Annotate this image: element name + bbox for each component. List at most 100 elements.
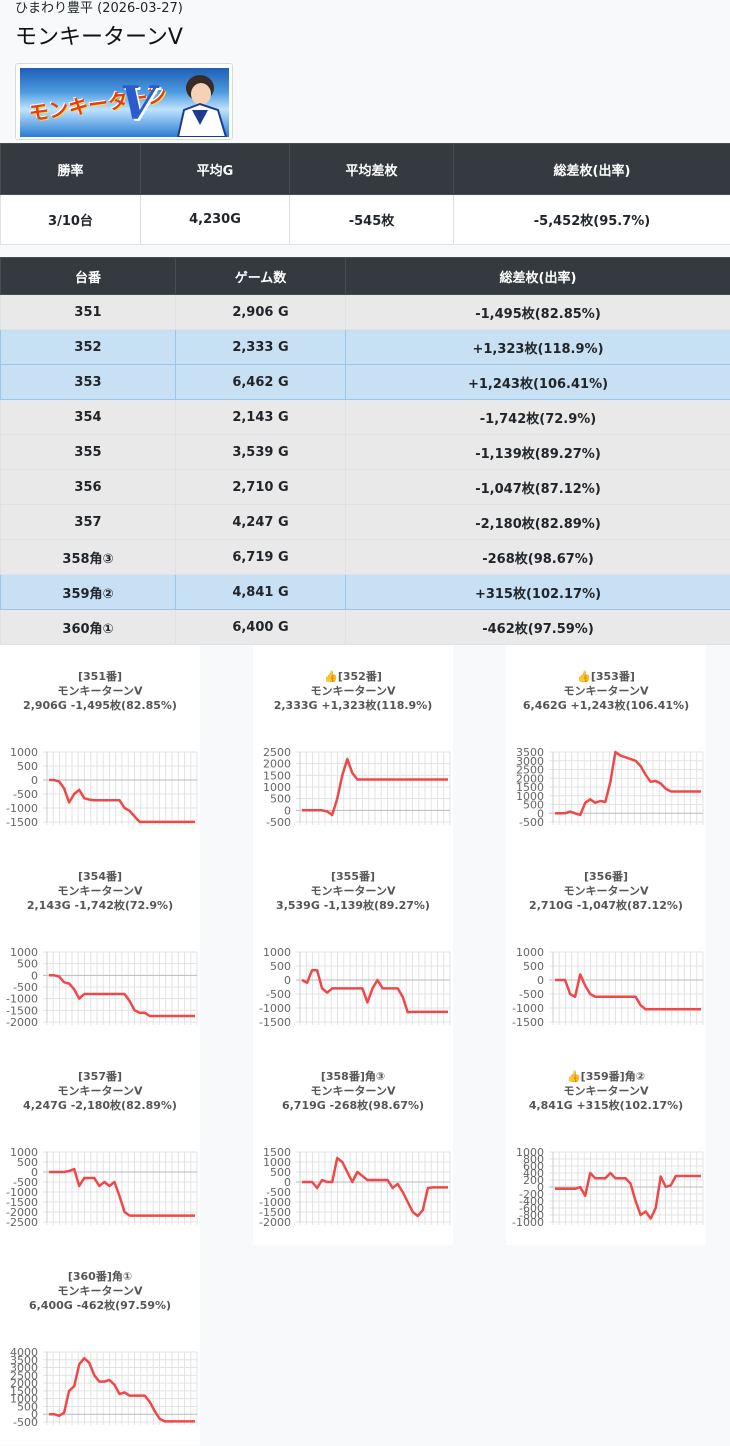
y-tick-label: 1000 [10, 746, 38, 759]
y-tick-label: 2000 [516, 772, 544, 785]
unit-chart: [356番] モンキーターンV 2,710G -1,047枚(87.12%) 1000… [506, 845, 706, 1045]
y-tick-label: 600 [523, 1160, 544, 1173]
chart-title-line: 2,710G -1,047枚(87.12%) [529, 898, 683, 912]
table-row[interactable]: 355 3,539 G -1,139枚(89.27%) [0, 434, 730, 470]
y-tick-label: 800 [523, 1153, 544, 1166]
machine-banner: モンキーターン V [15, 63, 233, 140]
banner-logo-v: V [120, 76, 156, 130]
cell-diff: -1,742枚(72.9%) [345, 399, 730, 435]
series-line [49, 1167, 195, 1217]
table-row[interactable]: 357 4,247 G -2,180枚(82.89%) [0, 504, 730, 540]
y-tick-label: -800 [519, 1209, 544, 1222]
cell-games: 2,333 G [175, 329, 346, 365]
cell-no: 359角② [0, 574, 176, 610]
table-row[interactable]: 354 2,143 G -1,742枚(72.9%) [0, 399, 730, 435]
cell-diff: -268枚(98.67%) [345, 539, 730, 575]
chart-title-line: 6,462G +1,243枚(106.41%) [523, 698, 689, 712]
y-tick-label: 2000 [263, 758, 291, 771]
cell-games: 4,841 G [175, 574, 346, 610]
y-tick-label: -500 [13, 788, 38, 801]
unit-chart: [355番] モンキーターンV 3,539G -1,139枚(89.27%) 1000… [253, 845, 453, 1045]
cell-no: 358角③ [0, 539, 176, 575]
table-row[interactable]: 353 6,462 G +1,243枚(106.41%) [0, 364, 730, 400]
y-tick-label: 1500 [263, 1146, 291, 1159]
chart-title-line: モンキーターンV [58, 685, 143, 698]
y-tick-label: 500 [523, 799, 544, 812]
y-tick-label: 200 [523, 1174, 544, 1187]
y-tick-label: -1000 [6, 802, 38, 815]
summary-header-avg-games: 平均G [140, 143, 290, 195]
y-tick-label: 3500 [516, 746, 544, 759]
cell-diff: -2,180枚(82.89%) [345, 504, 730, 540]
table-row[interactable]: 358角③ 6,719 G -268枚(98.67%) [0, 539, 730, 575]
y-tick-label: -2000 [6, 1016, 38, 1029]
y-tick-label: 2500 [263, 746, 291, 759]
cell-no: 351 [0, 294, 176, 330]
y-tick-label: 0 [31, 1166, 38, 1179]
y-tick-label: 0 [284, 804, 291, 817]
summary-win-rate: 3/10台 [0, 194, 141, 245]
y-tick-label: -600 [519, 1202, 544, 1215]
chart-title-line: [358番]角③ [321, 1069, 385, 1083]
page-title: モンキーターンV [15, 25, 183, 50]
cell-diff: +1,243枚(106.41%) [345, 364, 730, 400]
series-line [301, 968, 448, 1014]
y-tick-label: -2500 [6, 1216, 38, 1229]
y-tick-label: 400 [523, 1167, 544, 1180]
y-tick-label: -500 [266, 1186, 291, 1199]
series-line [555, 973, 701, 1011]
table-row[interactable]: 356 2,710 G -1,047枚(87.12%) [0, 469, 730, 505]
cell-no: 357 [0, 504, 176, 540]
table-row[interactable]: 352 2,333 G +1,323枚(118.9%) [0, 329, 730, 365]
cell-games: 3,539 G [175, 434, 346, 470]
y-tick-label: 2000 [10, 1377, 38, 1390]
y-tick-label: 1000 [516, 1146, 544, 1159]
y-tick-label: 1000 [10, 1146, 38, 1159]
cell-diff: -1,139枚(89.27%) [345, 434, 730, 470]
chart-title-line: モンキーターンV [564, 685, 649, 698]
y-tick-label: 1000 [10, 1393, 38, 1406]
series-line [555, 750, 701, 817]
breadcrumb: ひまわり豊平 (2026-03-27) [15, 1, 183, 16]
chart-title-line: モンキーターンV [58, 1085, 143, 1098]
cell-no: 352 [0, 329, 176, 365]
summary-header-total-diff: 総差枚(出率) [453, 143, 730, 195]
chart-title-line: [354番] [78, 869, 122, 883]
y-tick-label: -500 [519, 816, 544, 829]
table-row[interactable]: 359角② 4,841 G +315枚(102.17%) [0, 574, 730, 610]
summary-header-avg-diff: 平均差枚 [289, 143, 454, 195]
unit-chart: [351番] モンキーターンV 2,906G -1,495枚(82.85%) 1000… [0, 645, 200, 845]
chart-title-line: 4,247G -2,180枚(82.89%) [23, 1098, 177, 1112]
cell-games: 6,462 G [175, 364, 346, 400]
table-row[interactable]: 360角① 6,400 G -462枚(97.59%) [0, 609, 730, 645]
cell-diff: -1,047枚(87.12%) [345, 469, 730, 505]
cell-games: 6,719 G [175, 539, 346, 575]
y-tick-label: -1000 [512, 1002, 544, 1015]
series-line [555, 1171, 701, 1220]
chart-title-line: [351番] [78, 669, 122, 683]
summary-avg-diff: -545枚 [289, 194, 454, 245]
y-tick-label: -400 [519, 1195, 544, 1208]
chart-title-line: モンキーターンV [58, 1285, 143, 1298]
summary-total-diff: -5,452枚(95.7%) [453, 194, 730, 245]
y-tick-label: -500 [13, 981, 38, 994]
cell-games: 4,247 G [175, 504, 346, 540]
chart-title-line: [357番] [78, 1069, 122, 1083]
summary-table: 勝率 平均G 平均差枚 総差枚(出率) 3/10台 4,230G -545枚 -… [0, 143, 730, 245]
y-tick-label: 3500 [10, 1354, 38, 1367]
units-table: 台番 ゲーム数 総差枚(出率) 351 2,906 G -1,495枚(82.85%… [0, 257, 730, 645]
y-tick-label: 2500 [10, 1369, 38, 1382]
y-tick-label: 0 [31, 1408, 38, 1421]
y-tick-label: 1000 [10, 946, 38, 959]
chart-title-line: 6,719G -268枚(98.67%) [282, 1098, 424, 1112]
character-illustration [176, 75, 228, 137]
table-row[interactable]: 351 2,906 G -1,495枚(82.85%) [0, 294, 730, 330]
series-line [49, 974, 195, 1018]
chart-title-line: モンキーターンV [58, 885, 143, 898]
